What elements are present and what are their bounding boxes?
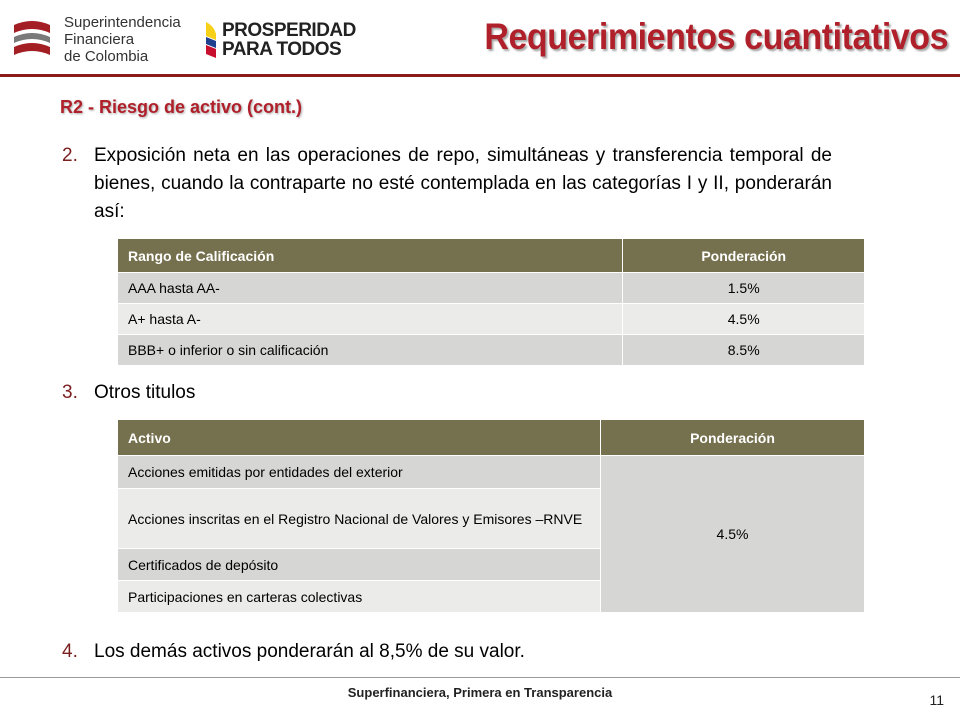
table-cell: Participaciones en carteras colectivas: [117, 580, 601, 613]
table-cell: 4.5%: [622, 303, 865, 335]
merged-weight-cell: 4.5%: [600, 455, 865, 613]
title-divider: [0, 74, 960, 77]
superfinanciera-logo: Superintendencia Financiera de Colombia: [8, 12, 181, 66]
column-header-rating-range: Rango de Calificación: [116, 238, 624, 273]
list-item-text: Otros titulos: [94, 382, 196, 403]
list-item-number: 4.: [62, 641, 78, 662]
superfinanciera-logo-mark: [8, 15, 56, 63]
table-cell: 8.5%: [622, 334, 865, 366]
superfinanciera-logo-text: Superintendencia Financiera de Colombia: [64, 13, 181, 65]
table-header-row: Rango de Calificación Ponderación: [116, 238, 865, 273]
list-item-number: 3.: [62, 382, 78, 403]
table-row: A+ hasta A- 4.5%: [116, 303, 865, 335]
rating-weight-table: Rango de Calificación Ponderación AAA ha…: [116, 238, 865, 366]
table-header-row: Activo Ponderación: [117, 419, 865, 456]
asset-weight-table: Activo Ponderación Acciones emitidas por…: [117, 419, 865, 613]
table-row: Acciones emitidas por entidades del exte…: [117, 455, 865, 613]
list-item-3: 3. Otros titulos: [62, 379, 462, 407]
table-row: Participaciones en carteras colectivas: [117, 580, 865, 613]
column-header-asset: Activo: [117, 419, 601, 456]
table-row: Acciones inscritas en el Registro Nacion…: [117, 488, 865, 549]
list-item-number: 2.: [62, 145, 78, 166]
list-item-text: Los demás activos ponderarán al 8,5% de …: [94, 641, 525, 662]
table-cell: A+ hasta A-: [116, 303, 624, 335]
section-subtitle: R2 - Riesgo de activo (cont.): [60, 97, 303, 117]
table-row: BBB+ o inferior o sin calificación 8.5%: [116, 334, 865, 366]
table-cell: BBB+ o inferior o sin calificación: [116, 334, 624, 366]
column-header-weight: Ponderación: [622, 238, 865, 273]
slide-title: Requerimientos cuantitativos: [484, 16, 948, 57]
table-row: Certificados de depósito: [117, 548, 865, 581]
prosperidad-logo: PROSPERIDAD PARA TODOS: [204, 18, 356, 62]
table-row: AAA hasta AA- 1.5%: [116, 272, 865, 304]
footer-divider: [0, 677, 960, 678]
column-header-weight: Ponderación: [600, 419, 865, 456]
table-cell: Acciones inscritas en el Registro Nacion…: [117, 488, 601, 549]
list-item-4: 4. Los demás activos ponderarán al 8,5% …: [62, 638, 762, 666]
footer-slogan: Superfinanciera, Primera en Transparenci…: [347, 685, 613, 700]
table-cell: AAA hasta AA-: [116, 272, 624, 304]
table-cell: Certificados de depósito: [117, 548, 601, 581]
colombia-flag-icon: [204, 20, 218, 60]
table-cell: 1.5%: [622, 272, 865, 304]
list-item-2: 2. Exposición neta en las operaciones de…: [62, 142, 832, 226]
list-item-text: Exposición neta en las operaciones de re…: [94, 145, 832, 222]
prosperidad-logo-text: PROSPERIDAD PARA TODOS: [222, 20, 356, 60]
page-number: 11: [929, 692, 944, 708]
table-cell: Acciones emitidas por entidades del exte…: [117, 455, 601, 489]
